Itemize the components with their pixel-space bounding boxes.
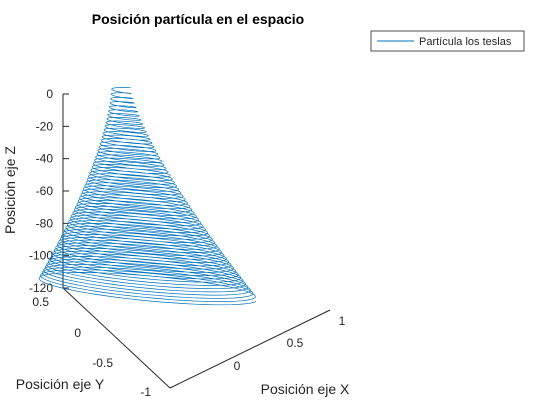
- x-ticks: 00.51: [234, 314, 346, 373]
- y-tick-label: -0.5: [92, 356, 113, 370]
- y-tick-label: -1: [140, 385, 151, 399]
- x-tick-label: 1: [339, 314, 346, 328]
- x-tick-label: 0.5: [287, 336, 304, 350]
- z-tick-label: -40: [36, 152, 54, 166]
- legend-box: [370, 30, 525, 52]
- y-axis-label: Posición eje Y: [16, 376, 105, 392]
- y-tick-label: 0: [74, 326, 81, 340]
- z-axis-label: Posición eje Z: [2, 146, 18, 234]
- legend: Partícula los teslas: [370, 30, 525, 52]
- z-tick-label: -80: [36, 216, 54, 230]
- y-ticks: 0.5 0 -0.5 -1: [32, 295, 151, 399]
- series-curve: [38, 87, 257, 306]
- z-tick-label: -60: [36, 184, 54, 198]
- z-ticks: 0 -20 -40 -60 -80 -100 -120: [29, 87, 69, 295]
- y-axis-line: [62, 287, 171, 389]
- legend-entry: Partícula los teslas: [419, 36, 512, 48]
- y-tick-label: 0.5: [32, 295, 49, 309]
- z-tick-label: -100: [29, 249, 53, 263]
- series-line: [38, 87, 257, 306]
- x-axis-label: Posición eje X: [261, 381, 350, 397]
- z-tick-label: 0: [46, 87, 53, 101]
- chart-title: Posición partícula en el espacio: [92, 11, 304, 27]
- z-tick-label: -20: [36, 119, 54, 133]
- z-tick-label: -120: [29, 281, 53, 295]
- x-axis-line: [169, 309, 331, 389]
- x-tick-label: 0: [234, 359, 241, 373]
